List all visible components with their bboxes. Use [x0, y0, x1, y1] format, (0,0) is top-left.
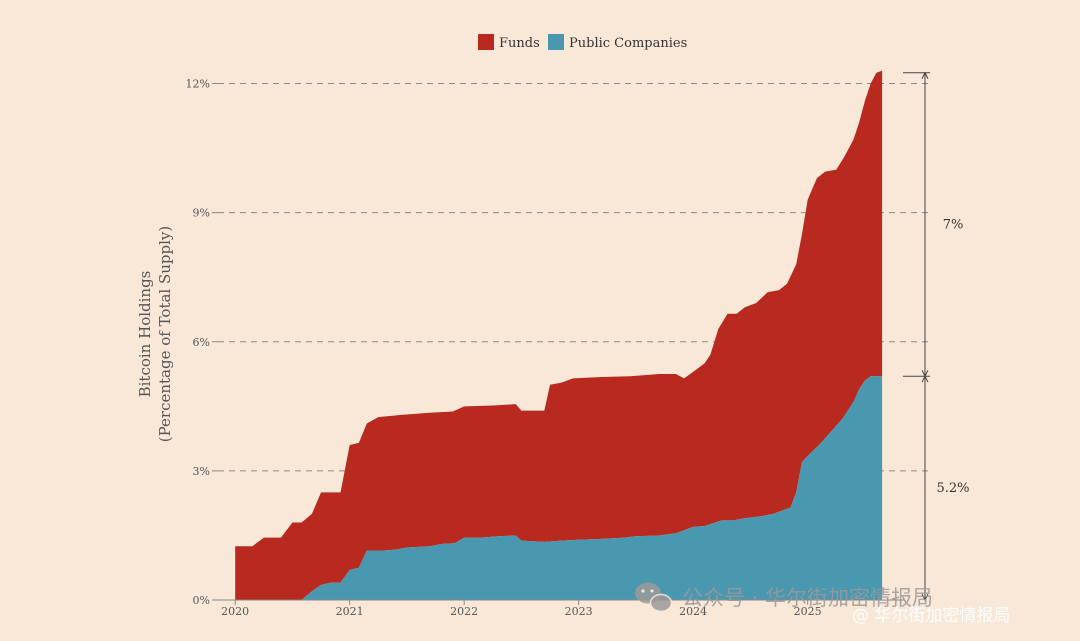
plot-area — [235, 70, 883, 600]
xtick-label-2020: 2020 — [221, 605, 249, 618]
annotation-label-1: 5.2% — [936, 481, 969, 496]
annotation-arrow-top-1 — [921, 375, 929, 383]
watermark-line2: @ 华尔街加密情报局 — [852, 606, 1010, 626]
ytick-label-12: 12% — [186, 78, 210, 91]
legend-label-1: Public Companies — [569, 36, 687, 51]
legend-swatch-0 — [478, 34, 494, 50]
xtick-label-2023: 2023 — [565, 605, 593, 618]
ytick-label-6: 6% — [193, 336, 210, 349]
watermark-line1: 公众号 · 华尔街加密情报局 — [682, 586, 933, 610]
annotations: 7% 5.2% — [903, 71, 970, 602]
legend: Funds Public Companies — [478, 34, 687, 51]
axes: 0% 3% 6% 9% 12% 2020 2021 2022 2023 2024 2025 — [186, 78, 905, 618]
y-axis-label-line1: Bitcoin Holdings — [136, 271, 154, 398]
annotation-label-0: 7% — [943, 217, 964, 232]
area-public-companies — [235, 376, 883, 600]
watermark: 公众号 · 华尔街加密情报局 @ 华尔街加密情报局 — [635, 582, 1010, 626]
y-axis-label-line2: (Percentage of Total Supply) — [156, 226, 174, 443]
ytick-label-0: 0% — [193, 594, 210, 607]
ytick-label-3: 3% — [193, 465, 210, 478]
legend-label-0: Funds — [499, 36, 540, 51]
annotation-arrow-bottom-1 — [921, 593, 929, 602]
xtick-label-2024: 2024 — [679, 605, 707, 618]
wechat-icon — [635, 582, 673, 613]
legend-swatch-1 — [548, 34, 564, 50]
xtick-label-2022: 2022 — [450, 605, 478, 618]
ytick-label-9: 9% — [193, 207, 210, 220]
xtick-label-2025: 2025 — [794, 605, 822, 618]
xtick-label-2021: 2021 — [336, 605, 364, 618]
area-funds — [235, 70, 883, 600]
annotation-arrow-top-0 — [921, 71, 929, 79]
